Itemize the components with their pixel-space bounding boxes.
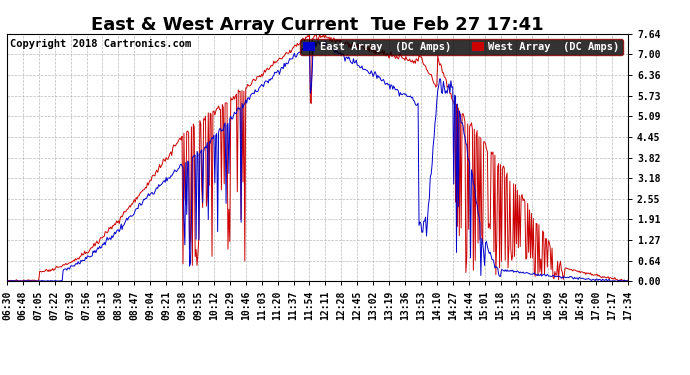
Title: East & West Array Current  Tue Feb 27 17:41: East & West Array Current Tue Feb 27 17:… [91, 16, 544, 34]
Text: Copyright 2018 Cartronics.com: Copyright 2018 Cartronics.com [10, 39, 191, 49]
Legend: East Array  (DC Amps), West Array  (DC Amps): East Array (DC Amps), West Array (DC Amp… [299, 39, 622, 55]
